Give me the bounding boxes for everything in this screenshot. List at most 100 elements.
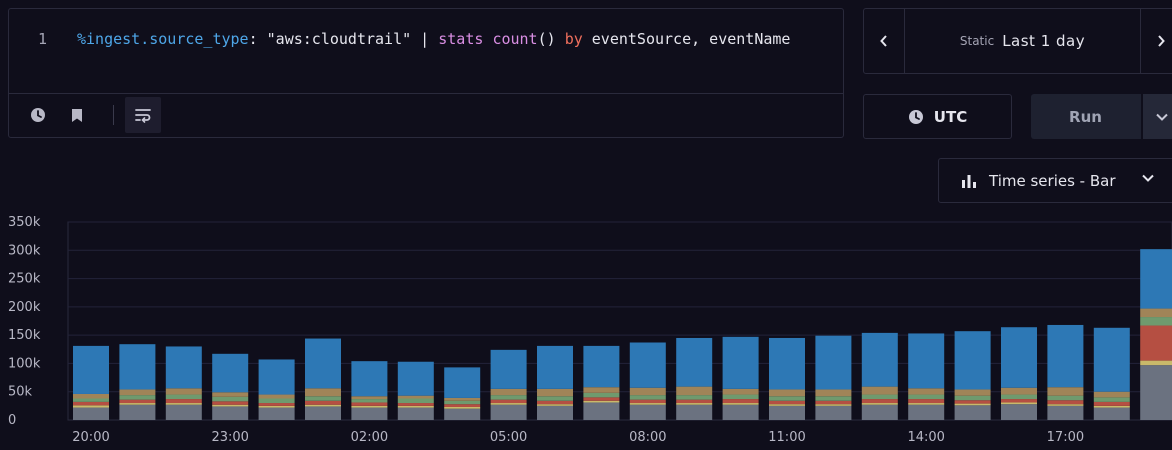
- bar-segment: [676, 403, 713, 405]
- bar-segment: [815, 389, 852, 397]
- bar-segment: [629, 342, 666, 388]
- bar-segment: [908, 399, 945, 404]
- x-tick-label: 02:00: [351, 430, 388, 445]
- bar-segment: [1047, 395, 1084, 401]
- bar-segment: [583, 402, 620, 420]
- bar-segment: [954, 331, 991, 390]
- bar-segment: [769, 337, 805, 390]
- bar-segment: [908, 394, 945, 400]
- bar-segment: [351, 361, 388, 397]
- bar-segment: [165, 399, 202, 404]
- bar-segment: [629, 399, 666, 404]
- bar-segment: [583, 392, 620, 398]
- previous-range-button[interactable]: [864, 9, 905, 73]
- bar-segment: [73, 401, 109, 406]
- bar-segment: [722, 394, 759, 400]
- query-text[interactable]: %ingest.source_type: "aws:cloudtrail" | …: [77, 28, 817, 51]
- x-tick-label: 14:00: [907, 430, 944, 445]
- bar-chart-icon: [962, 174, 976, 188]
- run-button[interactable]: Run: [1069, 107, 1102, 126]
- bar-segment: [676, 399, 713, 404]
- bar-segment: [861, 403, 898, 405]
- bar-segment: [397, 407, 434, 420]
- bar-segment: [954, 389, 991, 396]
- bar-segment: [537, 388, 573, 397]
- bar-segment: [119, 403, 156, 405]
- query-paren-token: (): [537, 30, 556, 48]
- bar-segment: [212, 404, 249, 407]
- bar-segment: [212, 392, 249, 397]
- bar-segment: [629, 403, 666, 405]
- y-tick-label: 150k: [8, 328, 41, 343]
- bar-segment: [954, 395, 991, 401]
- bar-segment: [815, 400, 852, 405]
- bar-segment: [165, 388, 202, 395]
- bar-segment: [1093, 327, 1130, 392]
- saved-queries-button[interactable]: [59, 97, 95, 133]
- bar-segment: [444, 408, 481, 420]
- clock-icon: [31, 108, 45, 122]
- bar-segment: [537, 396, 573, 401]
- x-tick-label: 23:00: [211, 430, 248, 445]
- bar-segment: [351, 407, 388, 420]
- bar-segment: [1093, 405, 1130, 408]
- bar-segment: [908, 333, 945, 389]
- y-tick-label: 0: [8, 413, 16, 428]
- bar-segment: [305, 404, 341, 407]
- y-tick-label: 300k: [8, 243, 41, 258]
- bar-segment: [629, 387, 666, 396]
- bar-segment: [954, 405, 991, 420]
- bookmark-icon: [72, 108, 82, 122]
- bar-segment: [1001, 404, 1037, 420]
- bar-segment: [769, 405, 805, 420]
- bar-segment: [722, 399, 759, 404]
- bar-segment: [537, 400, 573, 405]
- wrap-lines-button[interactable]: [125, 97, 161, 133]
- bar-segment: [490, 404, 527, 420]
- bar-segment: [1140, 360, 1172, 366]
- bar-segment: [397, 405, 434, 408]
- next-range-button[interactable]: [1140, 9, 1172, 73]
- bar-segment: [676, 337, 713, 387]
- bar-segment: [1140, 249, 1172, 309]
- query-command-token: stats: [438, 30, 484, 48]
- timezone-button[interactable]: UTC: [863, 94, 1012, 139]
- bar-segment: [908, 404, 945, 420]
- history-button[interactable]: [20, 97, 56, 133]
- bar-segment: [1047, 324, 1084, 388]
- y-tick-label: 200k: [8, 300, 41, 315]
- bar-segment: [769, 400, 805, 405]
- time-range-selector[interactable]: Static Last 1 day: [905, 9, 1140, 73]
- bar-segment: [444, 397, 481, 401]
- query-function-token: count: [492, 30, 538, 48]
- bar-segment: [629, 395, 666, 400]
- bar-segment: [444, 406, 481, 409]
- bar-segment: [258, 398, 295, 404]
- time-range-picker: Static Last 1 day: [863, 8, 1172, 74]
- bar-segment: [258, 407, 295, 420]
- bar-segment: [908, 388, 945, 395]
- bar-segment: [861, 394, 898, 400]
- bar-segment: [722, 388, 759, 395]
- time-range-value: Last 1 day: [1002, 32, 1086, 50]
- bar-segment: [165, 346, 202, 389]
- bar-segment: [119, 344, 156, 390]
- bar-segment: [444, 404, 481, 407]
- x-tick-label: 20:00: [72, 430, 109, 445]
- bar-segment: [1001, 402, 1037, 405]
- query-field-token: %ingest.source_type: [77, 30, 249, 48]
- bar-segment: [583, 387, 620, 393]
- bar-segment: [1093, 407, 1130, 420]
- chevron-down-icon: [1156, 113, 1168, 121]
- run-options-button[interactable]: [1141, 94, 1172, 139]
- bar-segment: [954, 400, 991, 404]
- query-editor: 1 %ingest.source_type: "aws:cloudtrail" …: [8, 8, 844, 138]
- bar-segment: [1001, 399, 1037, 403]
- editor-toolbar: [9, 93, 843, 137]
- bar-segment: [258, 403, 295, 406]
- visualization-select[interactable]: Time series - Bar: [938, 158, 1172, 203]
- query-code-area[interactable]: 1 %ingest.source_type: "aws:cloudtrail" …: [9, 9, 843, 94]
- bar-segment: [212, 353, 249, 393]
- bar-segment: [769, 389, 805, 397]
- query-rest-token: eventSource, eventName: [582, 30, 791, 48]
